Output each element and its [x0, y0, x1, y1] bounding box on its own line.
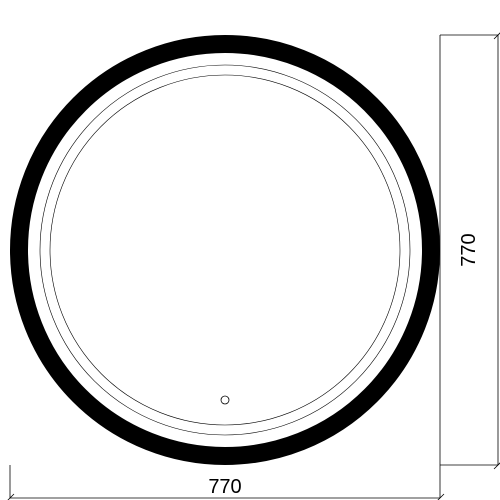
- sensor-circle: [221, 396, 229, 404]
- height-dimension-label: 770: [458, 233, 480, 266]
- inner-circle-2: [50, 75, 400, 425]
- inner-circle-1: [40, 65, 410, 435]
- mirror-frame-ring: [19, 44, 431, 456]
- width-dimension-label: 770: [208, 476, 241, 498]
